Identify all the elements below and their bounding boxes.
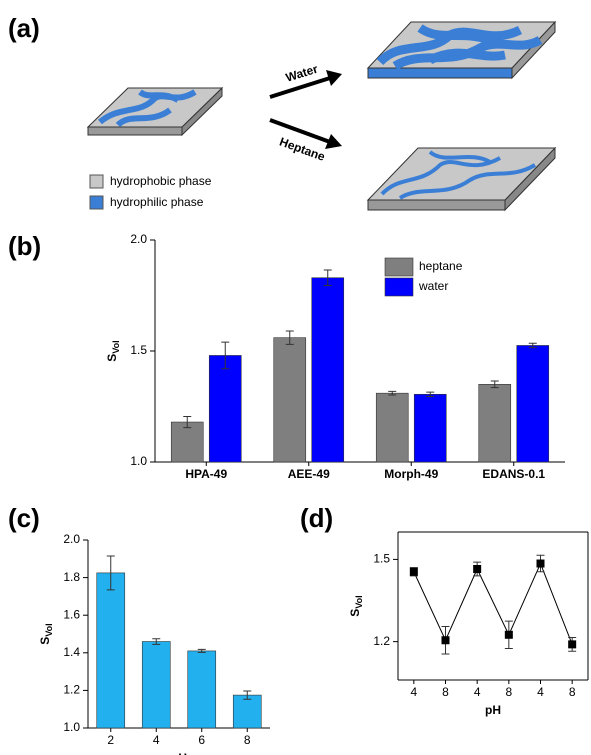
y-tick-label: 1.6 [63, 607, 80, 621]
marker [537, 560, 545, 568]
x-axis-label: pH [485, 703, 501, 717]
x-tick-label: 4 [410, 685, 417, 699]
bar [97, 573, 125, 728]
panel-label: (a) [8, 13, 40, 43]
x-tick-label: 6 [198, 733, 205, 747]
line [414, 564, 572, 645]
y-axis-label-sub: Vol [111, 340, 121, 353]
x-tick-label: 2 [107, 733, 114, 747]
x-tick-label: 4 [474, 685, 481, 699]
slab-side [368, 200, 505, 210]
y-axis-label-main: S [105, 354, 119, 362]
y-tick-label: 1.4 [63, 645, 80, 659]
x-tick-label: HPA-49 [185, 467, 227, 481]
x-tick-label: 8 [442, 685, 449, 699]
x-tick-label: 8 [244, 733, 251, 747]
figure: Water Heptane hydrophobic phase hydrophi… [0, 0, 591, 755]
y-tick-label: 1.0 [130, 454, 147, 468]
y-tick-label: 1.2 [63, 683, 80, 697]
y-axis-label-sub: Vol [44, 623, 54, 636]
bar [479, 384, 511, 462]
legend-swatch [90, 175, 103, 188]
marker [505, 631, 513, 639]
y-axis-label: SVol [105, 340, 121, 361]
bar [517, 345, 549, 462]
y-tick-label: 1.5 [373, 552, 390, 566]
x-tick-label: AEE-49 [288, 467, 330, 481]
bar [376, 393, 408, 462]
bar [274, 338, 306, 462]
legend-swatch [385, 258, 413, 276]
bar [142, 642, 170, 728]
marker [568, 640, 576, 648]
bar [414, 394, 446, 462]
y-tick-label: 1.8 [63, 570, 80, 584]
y-tick-label: 2.0 [130, 232, 147, 246]
y-axis-label-sub: Vol [354, 595, 364, 608]
x-tick-label: 4 [153, 733, 160, 747]
legend-swatch [385, 278, 413, 296]
y-tick-label: 1.0 [63, 720, 80, 734]
x-tick-label: 8 [569, 685, 576, 699]
diagram: Water Heptane hydrophobic phase hydrophi… [88, 22, 555, 210]
panel-label: (d) [300, 503, 333, 533]
slab-side [368, 68, 512, 78]
legend-label: heptane [419, 259, 463, 273]
y-axis-label-main: S [348, 609, 362, 617]
legend-label: hydrophilic phase [110, 195, 204, 209]
bar [209, 355, 241, 462]
x-tick-label: EDANS-0.1 [482, 467, 545, 481]
x-tick-label: 8 [505, 685, 512, 699]
y-axis-label-main: S [38, 637, 52, 645]
bar [188, 651, 216, 728]
y-axis-label: SVol [348, 595, 364, 616]
legend-swatch [90, 196, 103, 209]
x-tick-label: 4 [537, 685, 544, 699]
panel-label: (b) [8, 231, 41, 261]
x-axis-label: pH [171, 751, 187, 755]
bar [312, 278, 344, 462]
x-tick-label: Morph-49 [384, 467, 438, 481]
slab-side [88, 127, 182, 135]
marker [442, 636, 450, 644]
legend-label: hydrophobic phase [110, 174, 212, 188]
marker [410, 568, 418, 576]
y-tick-label: 2.0 [63, 532, 80, 546]
y-axis-label: SVol [38, 623, 54, 644]
marker [473, 565, 481, 573]
panel-label: (c) [8, 503, 40, 533]
y-tick-label: 1.2 [373, 634, 390, 648]
y-tick-label: 1.5 [130, 343, 147, 357]
legend-label: water [418, 279, 448, 293]
arrow [270, 120, 330, 142]
bar [233, 695, 261, 728]
